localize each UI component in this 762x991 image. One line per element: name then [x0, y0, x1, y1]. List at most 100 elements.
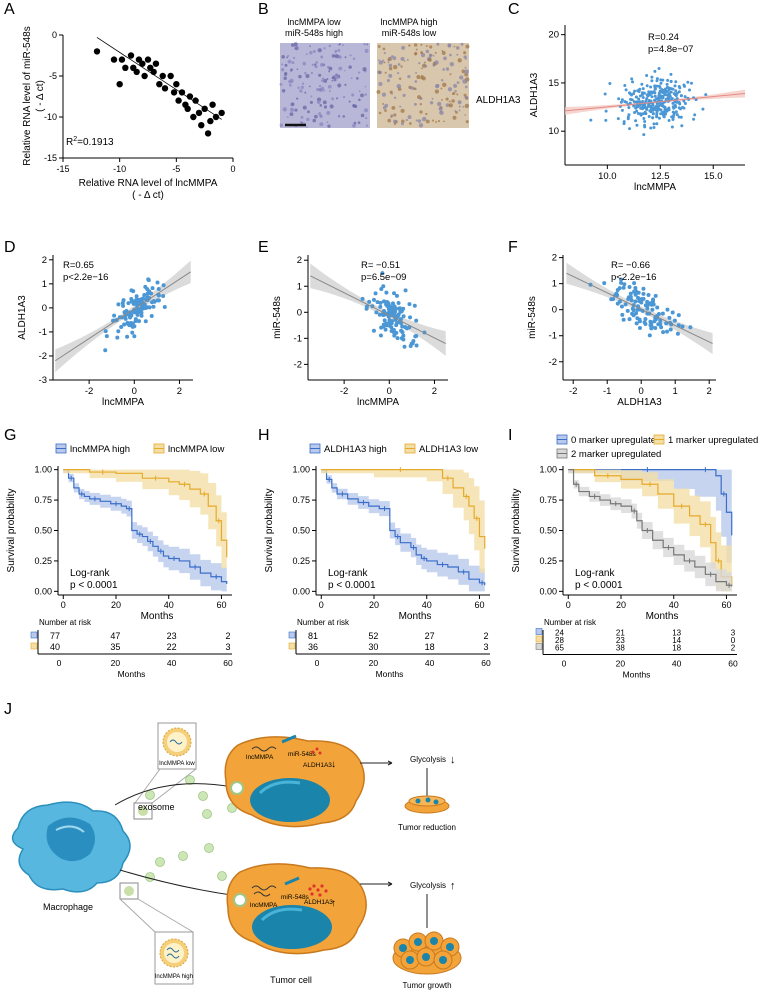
- panelI-series-line: [568, 469, 733, 586]
- ihc-stain-dot: [434, 51, 437, 54]
- panelC-point: [628, 101, 632, 105]
- ihc-nucleus-dot: [282, 107, 287, 112]
- panelD-point: [151, 304, 156, 309]
- panelG-risk-value: 22: [167, 642, 177, 652]
- ihc-nucleus-dot: [294, 46, 297, 49]
- panel-a-y-tick-label: -5: [49, 71, 57, 81]
- panelC-point: [680, 124, 684, 128]
- ihc-nucleus-dot: [323, 89, 326, 92]
- panelF-point: [645, 303, 650, 308]
- panelC-point: [645, 73, 649, 77]
- panel-b-col1-line1: lncMMPA low: [287, 17, 341, 27]
- panel-a-y-tick-label: 0: [52, 30, 57, 40]
- exosome-low-core: [167, 732, 187, 752]
- panelC-stat-p: p=4.8e−07: [648, 44, 693, 55]
- panelD-x-tick-label: 0: [132, 386, 137, 397]
- panelF-point: [672, 318, 677, 323]
- panelC-point: [627, 106, 631, 110]
- ihc-stain-dot: [391, 55, 394, 58]
- panel-a-ylabel-2: ( - Δ ct): [35, 80, 46, 112]
- panelF-y-tick-label: -2: [549, 357, 557, 368]
- panelC-point: [669, 79, 673, 83]
- panelG-x-tick-label: 20: [111, 600, 121, 610]
- panelC-point: [655, 109, 659, 113]
- panelF-point: [649, 301, 654, 306]
- ihc-nucleus-dot: [314, 64, 318, 69]
- panelG-y-tick-label: 1.00: [34, 465, 52, 475]
- ihc-stain-dot: [388, 63, 393, 68]
- panelG-y-tick-label: 0.75: [34, 495, 52, 505]
- ihc-stain-dot: [389, 56, 392, 59]
- panelC-point: [636, 105, 640, 109]
- panelE-point: [388, 304, 393, 309]
- ihc-stain-dot: [378, 111, 382, 115]
- panelH-y-tick-label: 0.75: [292, 495, 310, 505]
- ihc-nucleus-dot: [312, 49, 316, 54]
- panelH-y-tick-label: 0.00: [292, 586, 310, 596]
- ihc-stain-dot: [376, 89, 381, 94]
- ihc-stain-dot: [387, 61, 390, 64]
- ihc-nucleus-dot: [297, 86, 300, 90]
- panelC-point: [688, 88, 692, 92]
- panelC-point: [669, 90, 673, 94]
- panel-a-point: [150, 68, 157, 76]
- panelD-point: [139, 313, 144, 318]
- ihc-stain-dot: [435, 84, 440, 88]
- panelC-point: [652, 126, 656, 130]
- panelC-point: [634, 95, 638, 99]
- panelC-point: [633, 100, 637, 104]
- ihc-nucleus-dot: [316, 100, 321, 105]
- panelG-risk-value: 23: [167, 631, 177, 641]
- panel-a-point: [122, 64, 129, 72]
- panelE-point: [410, 341, 415, 346]
- ihc-stain-dot: [456, 93, 459, 96]
- panelC-point: [620, 98, 624, 102]
- panelF-point: [634, 289, 639, 294]
- ihc-nucleus-dot: [300, 115, 304, 119]
- panelE-point: [364, 304, 369, 309]
- ihc-nucleus-dot: [319, 88, 321, 91]
- ihc-stain-dot: [428, 53, 432, 57]
- panelE-x-tick-label: 2: [432, 386, 437, 397]
- panelF-point: [658, 318, 663, 323]
- panelD-x-tick-label: 2: [177, 386, 182, 397]
- panelD-point: [134, 299, 139, 304]
- panelC-point: [673, 84, 677, 88]
- panel-a-point: [198, 122, 205, 129]
- ihc-stain-dot: [457, 100, 462, 105]
- panelE-point: [378, 300, 383, 305]
- panel-b-ihc: lncMMPA low miR-548s high lncMMPA high m…: [279, 17, 521, 128]
- panelG-risk-tick-label: 40: [167, 658, 177, 668]
- panelE-y-tick-label: 1: [297, 281, 302, 292]
- ihc-stain-dot: [447, 43, 452, 48]
- panelF-point: [621, 317, 626, 322]
- panel-a-point: [110, 56, 118, 63]
- ihc-stain-dot: [443, 56, 447, 61]
- ihc-image-low-texture: [279, 42, 369, 128]
- panelD-point: [156, 298, 161, 303]
- panelD-point: [146, 277, 151, 282]
- panelD-stat-p: p<2.2e−16: [63, 272, 108, 283]
- panelF-point: [619, 280, 624, 285]
- panelC-point: [624, 88, 628, 92]
- panelG-series-line: [63, 469, 228, 585]
- panelC-point: [652, 122, 656, 126]
- panelH-risk-value: 3: [483, 642, 488, 652]
- panelD-point: [137, 319, 142, 324]
- panelC-point: [643, 110, 647, 114]
- ihc-stain-dot: [407, 115, 412, 119]
- ihc-stain-dot: [388, 66, 393, 71]
- panelC-point: [671, 117, 675, 121]
- panelF-point: [633, 292, 638, 297]
- ihc-stain-dot: [425, 112, 428, 116]
- panelE-point: [379, 325, 384, 330]
- ihc-nucleus-dot: [317, 48, 322, 53]
- panelH-xlabel: Months: [399, 611, 432, 622]
- panelC-point: [669, 87, 673, 91]
- tumor-growth-icon: [392, 931, 462, 975]
- panelF-fit-line: [566, 272, 713, 344]
- panelH-x-tick-label: 60: [474, 600, 484, 610]
- panelC-point: [634, 119, 638, 123]
- exosome-dot: [185, 775, 195, 785]
